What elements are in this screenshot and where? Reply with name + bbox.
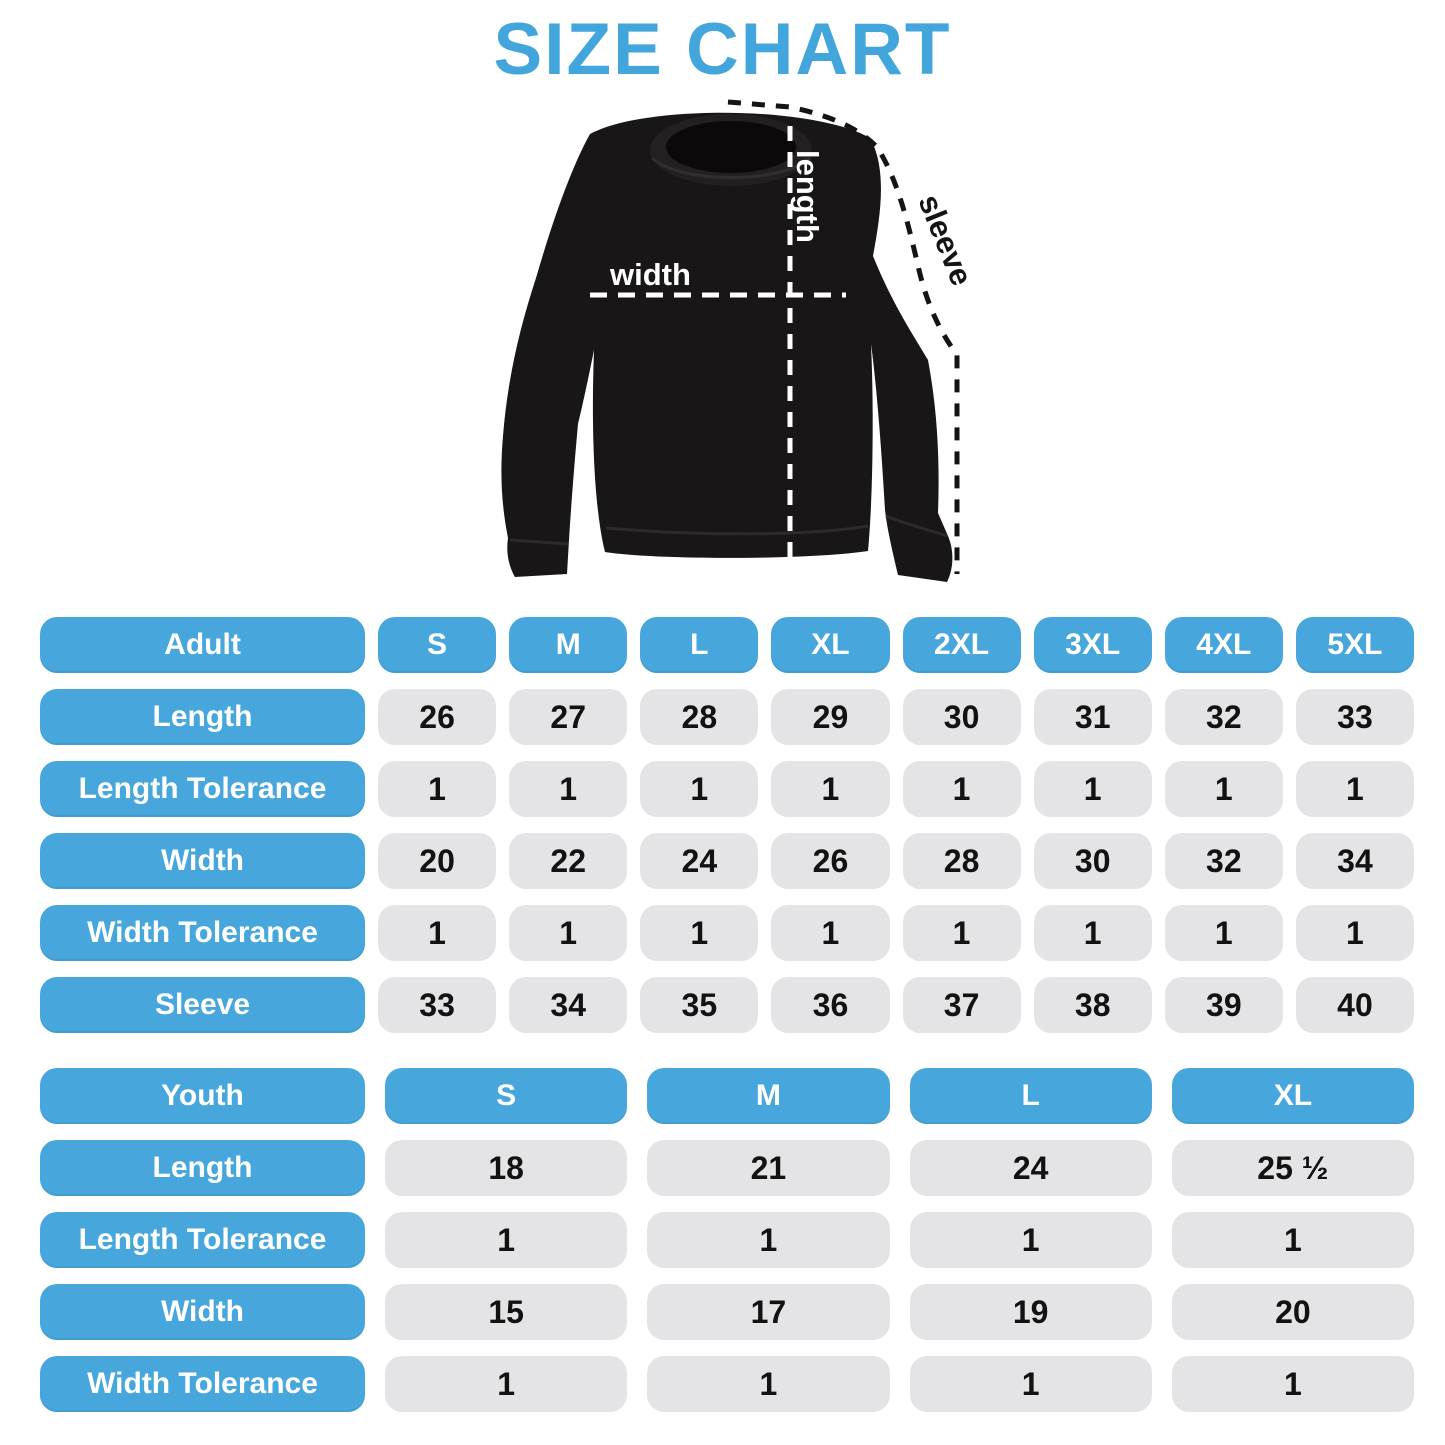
- adult-cell: 30: [1033, 833, 1152, 889]
- adult-cell: 26: [378, 689, 497, 745]
- adult-size-header-l: L: [640, 617, 759, 673]
- right-cuff-seam: [885, 514, 948, 538]
- adult-cell: 28: [902, 833, 1021, 889]
- youth-row-label-width: Width: [40, 1284, 365, 1340]
- adult-cell: 1: [1033, 761, 1152, 817]
- adult-cell: 24: [640, 833, 759, 889]
- youth-cell: 21: [647, 1140, 890, 1196]
- adult-row-label-width: Width: [40, 833, 365, 889]
- adult-size-header-m: M: [509, 617, 628, 673]
- adult-cell: 1: [509, 761, 628, 817]
- adult-cell: 26: [771, 833, 890, 889]
- adult-cell: 22: [509, 833, 628, 889]
- adult-size-header-3xl: 3XL: [1033, 617, 1152, 673]
- adult-size-header-xl: XL: [771, 617, 890, 673]
- adult-cell: 1: [1295, 761, 1414, 817]
- adult-cell: 29: [771, 689, 890, 745]
- hem-seam: [605, 524, 869, 536]
- adult-cell: 1: [902, 761, 1021, 817]
- adult-cell: 1: [640, 905, 759, 961]
- adult-cell: 34: [509, 977, 628, 1033]
- adult-cell: 39: [1164, 977, 1283, 1033]
- youth-cell: 1: [647, 1212, 890, 1268]
- adult-cell: 34: [1295, 833, 1414, 889]
- sweatshirt-measurement-diagram: width length sleeve: [440, 88, 1015, 612]
- adult-cell: 36: [771, 977, 890, 1033]
- youth-row-label-length: Length: [40, 1140, 365, 1196]
- youth-cell: 17: [647, 1284, 890, 1340]
- youth-cell: 1: [909, 1356, 1152, 1412]
- adult-row-label-width-tolerance: Width Tolerance: [40, 905, 365, 961]
- youth-cell: 1: [1171, 1356, 1414, 1412]
- adult-cell: 27: [509, 689, 628, 745]
- youth-cell: 1: [909, 1212, 1152, 1268]
- youth-cell: 1: [1171, 1212, 1414, 1268]
- adult-cell: 40: [1295, 977, 1414, 1033]
- sweatshirt-illustration: width length sleeve: [501, 99, 979, 583]
- left-cuff-seam: [509, 538, 569, 546]
- collar-opening: [666, 121, 796, 173]
- youth-row-label-length-tolerance: Length Tolerance: [40, 1212, 365, 1268]
- adult-cell: 20: [378, 833, 497, 889]
- youth-table-title: Youth: [40, 1068, 365, 1124]
- adult-cell: 32: [1164, 689, 1283, 745]
- adult-cell: 33: [378, 977, 497, 1033]
- adult-row-label-sleeve: Sleeve: [40, 977, 365, 1033]
- adult-size-table: Adult S M L XL 2XL 3XL 4XL 5XL Length 26…: [40, 617, 1414, 1033]
- youth-size-header-l: L: [909, 1068, 1152, 1124]
- adult-cell: 1: [1295, 905, 1414, 961]
- youth-row-label-width-tolerance: Width Tolerance: [40, 1356, 365, 1412]
- adult-table-title: Adult: [40, 617, 365, 673]
- collar-rim: [650, 156, 812, 179]
- adult-cell: 1: [771, 761, 890, 817]
- adult-cell: 33: [1295, 689, 1414, 745]
- adult-cell: 37: [902, 977, 1021, 1033]
- youth-size-header-xl: XL: [1171, 1068, 1414, 1124]
- youth-size-table: Youth S M L XL Length 18 21 24 25 ½ Leng…: [40, 1068, 1414, 1412]
- youth-cell: 1: [385, 1356, 628, 1412]
- length-label: length: [790, 150, 825, 243]
- youth-cell: 20: [1171, 1284, 1414, 1340]
- page-title: SIZE CHART: [493, 9, 952, 90]
- sleeve-measure-line: [727, 99, 960, 574]
- adult-cell: 1: [1164, 905, 1283, 961]
- adult-cell: 38: [1033, 977, 1152, 1033]
- adult-size-header-s: S: [378, 617, 497, 673]
- adult-cell: 1: [640, 761, 759, 817]
- adult-cell: 1: [902, 905, 1021, 961]
- adult-cell: 1: [509, 905, 628, 961]
- youth-cell: 24: [909, 1140, 1152, 1196]
- youth-cell: 25 ½: [1171, 1140, 1414, 1196]
- adult-size-header-4xl: 4XL: [1164, 617, 1283, 673]
- adult-cell: 30: [902, 689, 1021, 745]
- adult-row-label-length-tolerance: Length Tolerance: [40, 761, 365, 817]
- adult-cell: 31: [1033, 689, 1152, 745]
- adult-cell: 1: [378, 761, 497, 817]
- adult-cell: 1: [1033, 905, 1152, 961]
- adult-cell: 1: [1164, 761, 1283, 817]
- adult-cell: 32: [1164, 833, 1283, 889]
- youth-cell: 1: [647, 1356, 890, 1412]
- adult-cell: 35: [640, 977, 759, 1033]
- youth-cell: 19: [909, 1284, 1152, 1340]
- youth-cell: 18: [385, 1140, 628, 1196]
- adult-size-header-5xl: 5XL: [1295, 617, 1414, 673]
- youth-size-header-s: S: [385, 1068, 628, 1124]
- youth-cell: 1: [385, 1212, 628, 1268]
- adult-row-label-length: Length: [40, 689, 365, 745]
- adult-cell: 1: [378, 905, 497, 961]
- sweatshirt-body: [501, 112, 953, 583]
- width-label: width: [609, 257, 691, 292]
- adult-size-header-2xl: 2XL: [902, 617, 1021, 673]
- adult-cell: 1: [771, 905, 890, 961]
- youth-cell: 15: [385, 1284, 628, 1340]
- adult-cell: 28: [640, 689, 759, 745]
- youth-size-header-m: M: [647, 1068, 890, 1124]
